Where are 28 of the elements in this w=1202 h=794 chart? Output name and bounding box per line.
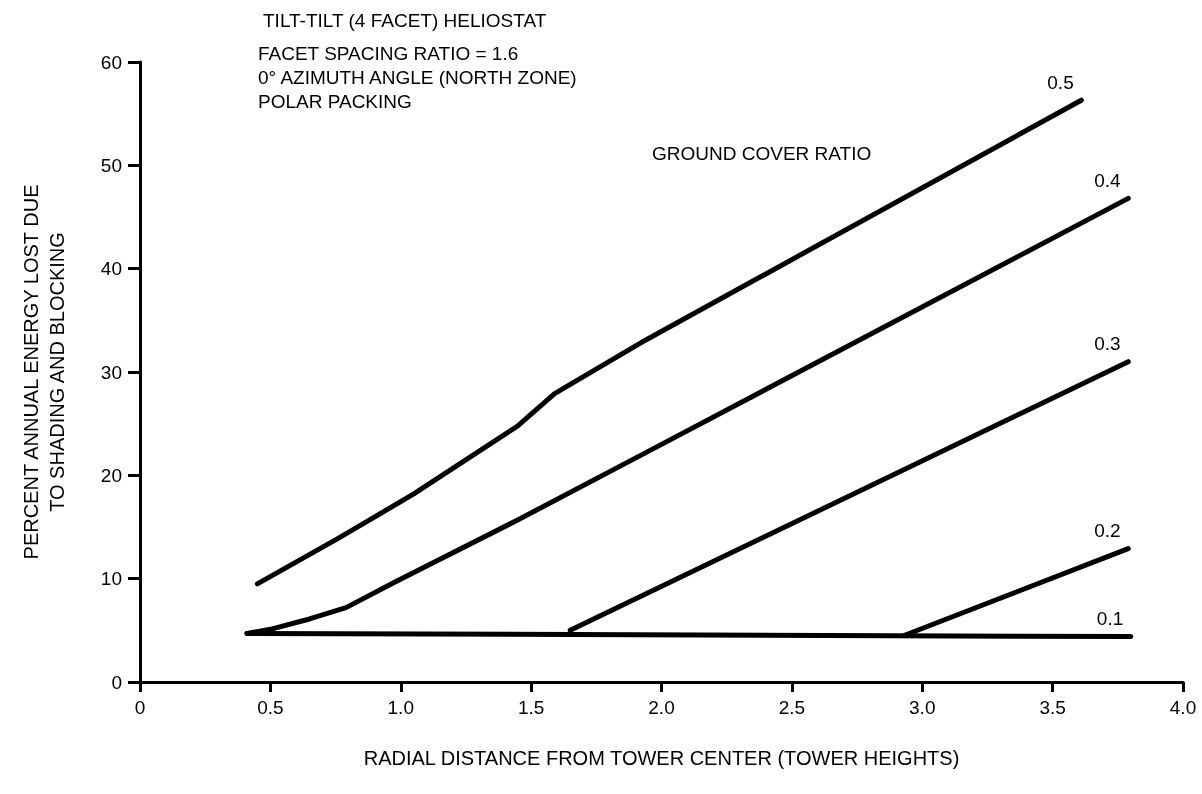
y-tick-label: 20	[100, 464, 122, 486]
series-label: 0.5	[1047, 71, 1074, 93]
x-tick-label: 1.5	[517, 697, 545, 718]
y-tick-label: 60	[100, 51, 122, 73]
x-tick-label: 3.0	[909, 697, 936, 718]
series-label: 0.1	[1096, 608, 1124, 630]
y-tick-label: 30	[100, 361, 122, 383]
x-tick-label: 0	[134, 697, 146, 718]
annotation: POLAR PACKING	[258, 91, 412, 112]
y-tick-label: 40	[100, 258, 122, 280]
x-axis-title: RADIAL DISTANCE FROM TOWER CENTER (TOWER HEIGHTS)	[363, 747, 960, 769]
y-tick-label: 10	[100, 568, 122, 590]
chart-title: TILT-TILT (4 FACET) HELIOSTAT	[263, 10, 547, 31]
series-label: 0.2	[1094, 520, 1121, 542]
series-label: 0.4	[1094, 169, 1122, 191]
y-tick-label: 50	[100, 154, 122, 176]
y-tick-label: 0	[111, 671, 122, 693]
x-tick-label: 0.5	[257, 697, 284, 718]
x-tick-label: 3.5	[1039, 697, 1066, 718]
x-tick-label: 4.0	[1169, 697, 1197, 718]
x-tick-label: 2.0	[648, 697, 675, 718]
annotation: FACET SPACING RATIO = 1.6	[258, 43, 519, 64]
y-axis-title: PERCENT ANNUAL ENERGY LOST DUE TO SHADING AND BLOCKING	[20, 184, 68, 560]
series-label: 0.3	[1094, 333, 1121, 355]
x-tick-label: 2.5	[778, 697, 806, 718]
x-tick-label: 1.0	[387, 697, 414, 718]
legend-title: GROUND COVER RATIO	[652, 143, 872, 164]
annotation: 0° AZIMUTH ANGLE (NORTH ZONE)	[258, 67, 577, 88]
